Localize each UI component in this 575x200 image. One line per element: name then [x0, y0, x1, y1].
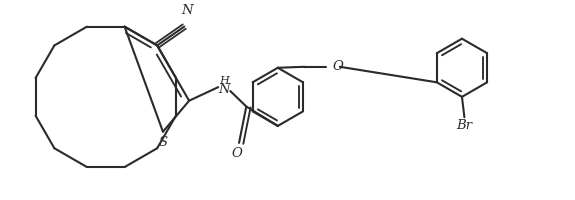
Text: H: H [219, 76, 229, 86]
Text: O: O [231, 147, 242, 160]
Text: S: S [158, 136, 167, 149]
Text: O: O [332, 60, 343, 73]
Text: Br: Br [457, 119, 473, 132]
Text: N: N [218, 83, 230, 96]
Text: N: N [181, 4, 193, 17]
